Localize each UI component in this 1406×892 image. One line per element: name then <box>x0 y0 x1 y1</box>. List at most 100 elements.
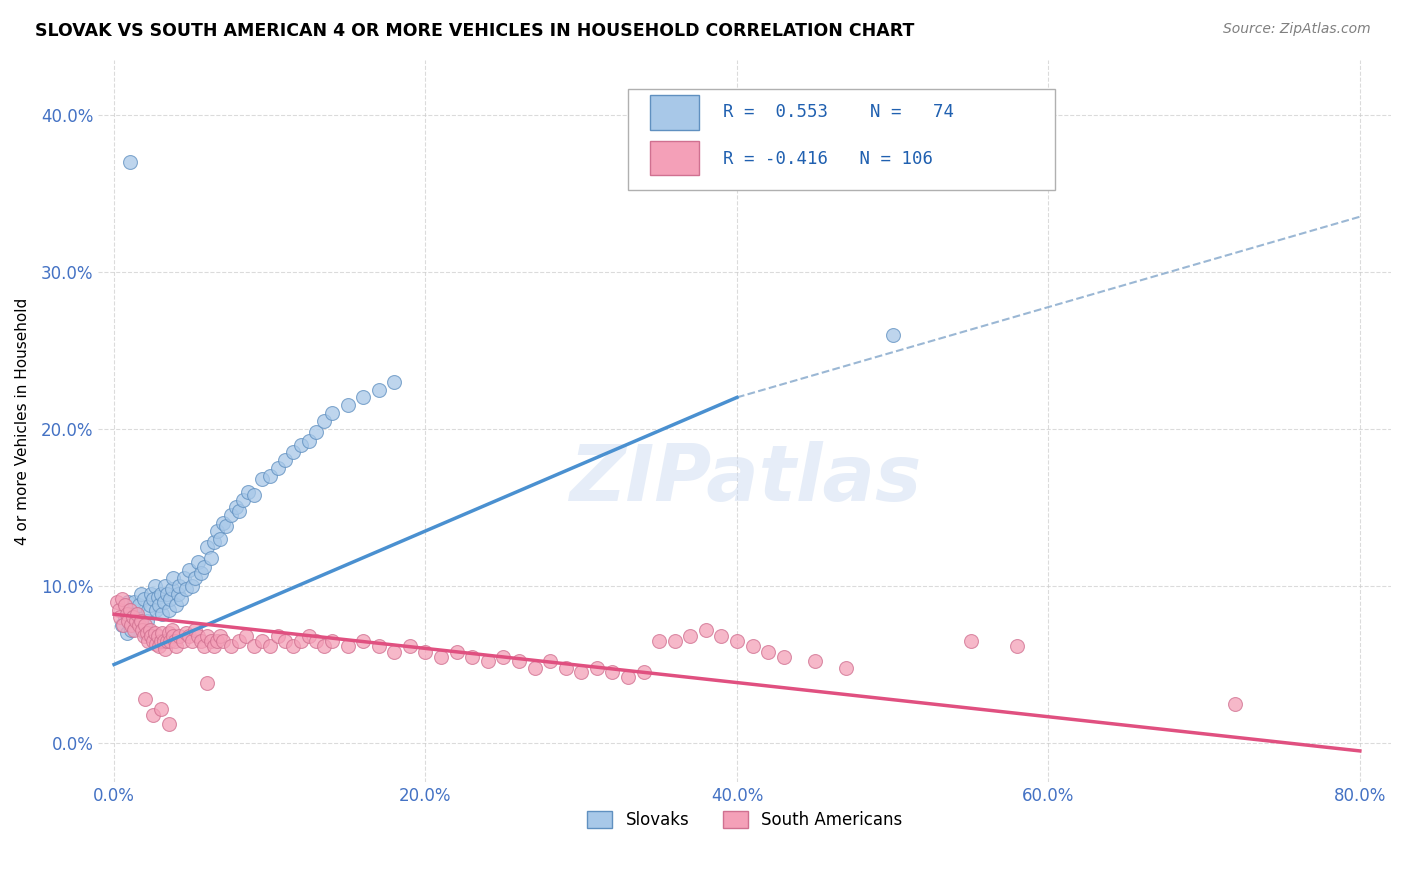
Point <box>399 639 422 653</box>
Point <box>148 639 170 653</box>
Point <box>114 610 136 624</box>
Point <box>219 639 242 653</box>
Point <box>664 634 686 648</box>
Point <box>139 623 162 637</box>
Point <box>617 670 640 684</box>
Point <box>281 445 304 459</box>
Point <box>129 587 152 601</box>
Point <box>134 618 156 632</box>
Point <box>352 634 374 648</box>
Point <box>695 623 717 637</box>
Point <box>314 414 336 428</box>
Point <box>202 639 225 653</box>
Legend: Slovaks, South Americans: Slovaks, South Americans <box>581 804 908 836</box>
Point <box>756 645 779 659</box>
Point <box>125 614 148 628</box>
Point <box>197 629 219 643</box>
Point <box>157 717 180 731</box>
Point <box>430 649 453 664</box>
Point <box>124 595 146 609</box>
Point <box>741 639 763 653</box>
Point <box>125 614 148 628</box>
Point <box>121 602 143 616</box>
Point <box>139 598 162 612</box>
Point <box>228 503 250 517</box>
Point <box>382 375 405 389</box>
Point <box>136 634 159 648</box>
Point <box>193 560 215 574</box>
Point <box>250 472 273 486</box>
Point <box>461 649 484 664</box>
Point <box>162 629 184 643</box>
Point <box>200 550 222 565</box>
Point <box>290 634 312 648</box>
Point <box>835 660 858 674</box>
Point <box>180 579 202 593</box>
Point <box>131 618 153 632</box>
Point <box>648 634 671 648</box>
Point <box>305 425 328 439</box>
Point <box>352 391 374 405</box>
Point <box>679 629 702 643</box>
Point <box>167 587 190 601</box>
Point <box>117 614 139 628</box>
Point <box>804 654 827 668</box>
Point <box>155 641 177 656</box>
Point <box>208 532 231 546</box>
Point <box>127 607 149 622</box>
Point <box>336 639 359 653</box>
Point <box>290 437 312 451</box>
Point <box>184 571 207 585</box>
Point <box>114 598 136 612</box>
Point <box>446 645 468 659</box>
Point <box>225 500 247 515</box>
Point <box>585 660 607 674</box>
Point <box>153 595 176 609</box>
Point <box>118 154 141 169</box>
Point <box>141 629 163 643</box>
Point <box>725 634 748 648</box>
Point <box>135 626 157 640</box>
Point <box>523 660 546 674</box>
Point <box>156 587 179 601</box>
Point <box>157 626 180 640</box>
Point <box>250 634 273 648</box>
Point <box>367 383 389 397</box>
Point <box>162 571 184 585</box>
Point <box>243 639 266 653</box>
Point <box>205 634 228 648</box>
Point <box>259 639 281 653</box>
Point <box>177 563 200 577</box>
Point <box>107 602 129 616</box>
Point <box>259 469 281 483</box>
Point <box>882 327 904 342</box>
Point <box>190 634 212 648</box>
Point <box>180 634 202 648</box>
Point <box>111 591 134 606</box>
Point <box>772 649 794 664</box>
Point <box>120 618 142 632</box>
Point <box>142 634 165 648</box>
Point <box>197 540 219 554</box>
Point <box>150 626 173 640</box>
Point <box>492 649 515 664</box>
Point <box>602 665 624 680</box>
Point <box>148 598 170 612</box>
Point <box>131 623 153 637</box>
Point <box>298 434 321 449</box>
Point <box>197 676 219 690</box>
Point <box>149 634 172 648</box>
Point <box>477 654 499 668</box>
Point <box>143 579 166 593</box>
Point <box>266 461 288 475</box>
Point <box>382 645 405 659</box>
Point <box>159 591 181 606</box>
Point <box>145 602 167 616</box>
Point <box>118 602 141 616</box>
Point <box>134 692 156 706</box>
Point <box>219 508 242 523</box>
Point <box>174 626 197 640</box>
Point <box>266 629 288 643</box>
Point <box>243 488 266 502</box>
Point <box>415 645 437 659</box>
